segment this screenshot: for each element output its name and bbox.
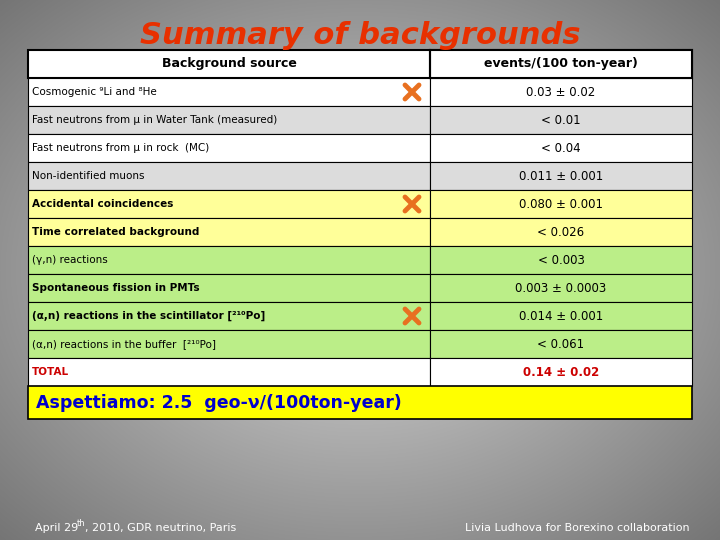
Text: < 0.003: < 0.003 [538, 253, 585, 267]
Bar [430, 330, 692, 358]
Text: Summary of backgrounds: Summary of backgrounds [140, 21, 580, 50]
Text: (α,n) reactions in the buffer  [²¹⁰Po]: (α,n) reactions in the buffer [²¹⁰Po] [32, 339, 216, 349]
Text: (α,n) reactions in the scintillator [²¹⁰Po]: (α,n) reactions in the scintillator [²¹⁰… [32, 311, 265, 321]
Bar [430, 190, 692, 218]
Text: < 0.026: < 0.026 [537, 226, 585, 239]
Text: < 0.04: < 0.04 [541, 141, 581, 154]
Text: Spontaneous fission in PMTs: Spontaneous fission in PMTs [32, 283, 199, 293]
Bar [28, 330, 430, 358]
Bar [430, 50, 692, 78]
Bar [430, 246, 692, 274]
Bar [28, 274, 430, 302]
Text: (γ,n) reactions: (γ,n) reactions [32, 255, 108, 265]
Text: Aspettiamo: 2.5  geo-ν/(100ton-year): Aspettiamo: 2.5 geo-ν/(100ton-year) [36, 394, 402, 411]
Bar [430, 274, 692, 302]
Text: th: th [77, 519, 86, 529]
Text: TOTAL: TOTAL [32, 367, 69, 377]
Bar [28, 218, 430, 246]
Text: , 2010, GDR neutrino, Paris: , 2010, GDR neutrino, Paris [85, 523, 236, 533]
Bar [28, 246, 430, 274]
Text: Non-identified muons: Non-identified muons [32, 171, 145, 181]
Text: 0.003 ± 0.0003: 0.003 ± 0.0003 [516, 281, 607, 294]
Bar [28, 134, 430, 162]
Bar [28, 358, 430, 386]
Text: 0.011 ± 0.001: 0.011 ± 0.001 [519, 170, 603, 183]
Text: < 0.01: < 0.01 [541, 113, 581, 126]
Text: 0.14 ± 0.02: 0.14 ± 0.02 [523, 366, 599, 379]
Bar [28, 106, 430, 134]
Bar [430, 218, 692, 246]
Text: April 29: April 29 [35, 523, 78, 533]
Text: < 0.061: < 0.061 [537, 338, 585, 350]
Text: Accidental coincidences: Accidental coincidences [32, 199, 174, 209]
Text: 0.03 ± 0.02: 0.03 ± 0.02 [526, 85, 595, 98]
Text: 0.014 ± 0.001: 0.014 ± 0.001 [519, 309, 603, 322]
Bar [28, 190, 430, 218]
Text: Background source: Background source [161, 57, 297, 71]
Text: 0.080 ± 0.001: 0.080 ± 0.001 [519, 198, 603, 211]
Text: Cosmogenic ⁹Li and ⁸He: Cosmogenic ⁹Li and ⁸He [32, 87, 157, 97]
Text: Livia Ludhova for Borexino collaboration: Livia Ludhova for Borexino collaboration [465, 523, 690, 533]
Text: Fast neutrons from μ in rock  (MC): Fast neutrons from μ in rock (MC) [32, 143, 210, 153]
Bar [28, 50, 692, 78]
Text: Fast neutrons from μ in Water Tank (measured): Fast neutrons from μ in Water Tank (meas… [32, 115, 277, 125]
Bar [28, 162, 430, 190]
Bar [430, 358, 692, 386]
Bar [430, 302, 692, 330]
Bar [430, 162, 692, 190]
Text: events/(100 ton-year): events/(100 ton-year) [484, 57, 638, 71]
Bar [430, 78, 692, 106]
Bar [28, 386, 692, 419]
Bar [430, 106, 692, 134]
Bar [28, 78, 430, 106]
Bar [28, 302, 430, 330]
Bar [430, 134, 692, 162]
Text: Time correlated background: Time correlated background [32, 227, 199, 237]
